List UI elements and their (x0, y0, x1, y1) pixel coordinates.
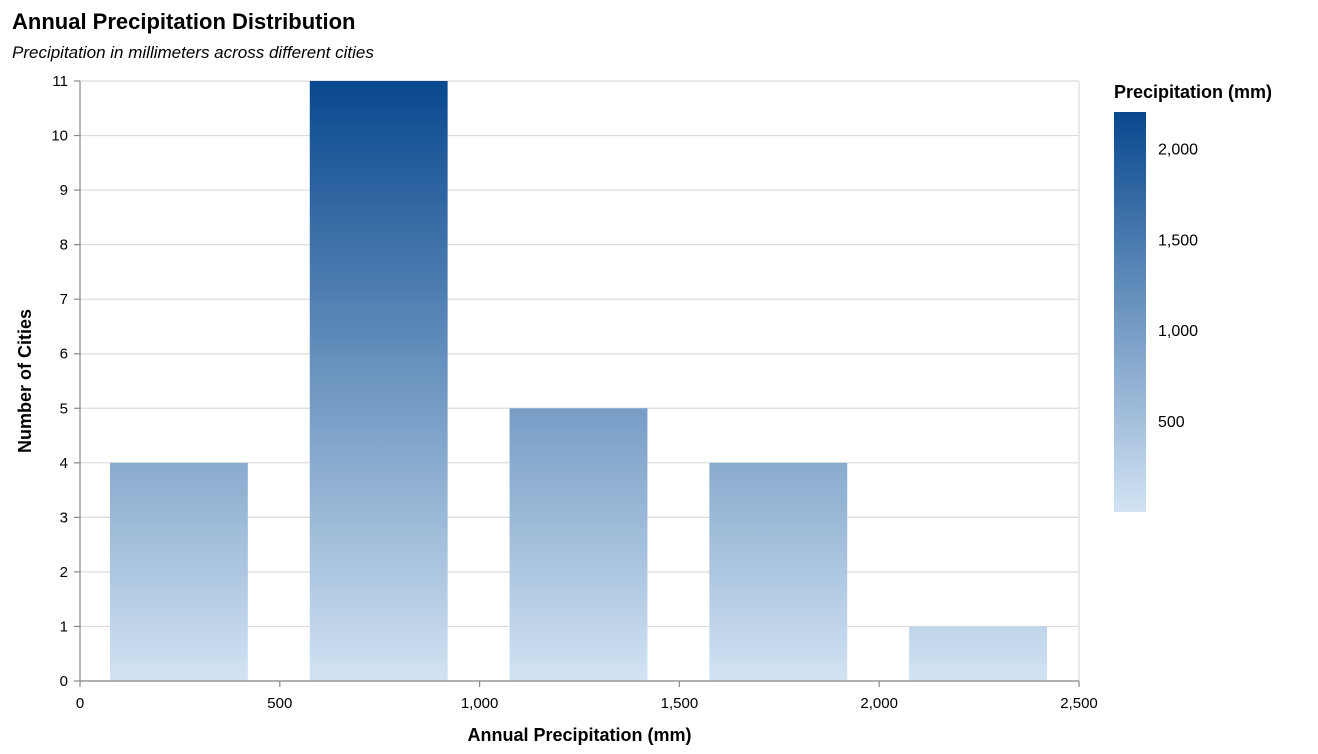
y-axis-title: Number of Cities (15, 309, 35, 453)
y-tick-label: 7 (60, 291, 68, 308)
y-tick-label: 9 (60, 182, 68, 199)
histogram-bar (909, 626, 1048, 681)
axes: 0 1 2 3 4 5 6 7 8 9 10 11 0 500 1,000 1,500 2,000 2,500 (51, 73, 1097, 712)
plot-area: 0 1 2 3 4 5 6 7 8 9 10 11 0 500 1,000 1,500 2,000 2,500 (51, 73, 1097, 712)
y-tick-label: 6 (60, 346, 68, 363)
histogram-bar (509, 408, 648, 681)
y-tick-label: 5 (60, 400, 68, 417)
x-tick-label: 1,000 (461, 695, 499, 712)
legend-color-ramp (1114, 112, 1146, 512)
histogram-bar (709, 462, 848, 681)
legend-ticks: 500 1,000 1,500 2,000 (1158, 141, 1198, 431)
x-tick-label: 500 (267, 695, 292, 712)
legend-tick-label: 1,000 (1158, 323, 1198, 340)
bars (109, 81, 1048, 681)
y-tick-label: 2 (60, 564, 68, 581)
y-tick-label: 3 (60, 509, 68, 526)
legend-tick-label: 500 (1158, 414, 1185, 431)
legend-tick-label: 2,000 (1158, 141, 1198, 158)
y-tick-label: 10 (51, 128, 68, 145)
legend-tick-label: 1,500 (1158, 232, 1198, 249)
y-tick-label: 0 (60, 673, 68, 690)
chart-subtitle: Precipitation in millimeters across diff… (12, 43, 374, 62)
x-tick-label: 2,000 (860, 695, 898, 712)
color-legend: Precipitation (mm) 500 1,000 1,500 2,000 (1114, 82, 1272, 512)
y-tick-label: 11 (52, 73, 68, 90)
y-tick-label: 1 (60, 618, 68, 635)
x-axis-title: Annual Precipitation (mm) (467, 725, 691, 745)
legend-title: Precipitation (mm) (1114, 82, 1272, 102)
histogram-bar (109, 462, 248, 681)
x-tick-label: 2,500 (1060, 695, 1098, 712)
x-tick-label: 0 (76, 695, 84, 712)
chart-title: Annual Precipitation Distribution (12, 9, 355, 34)
y-tick-label: 4 (60, 455, 68, 472)
y-tick-label: 8 (60, 237, 68, 254)
histogram-bar (309, 81, 448, 681)
x-tick-label: 1,500 (661, 695, 699, 712)
